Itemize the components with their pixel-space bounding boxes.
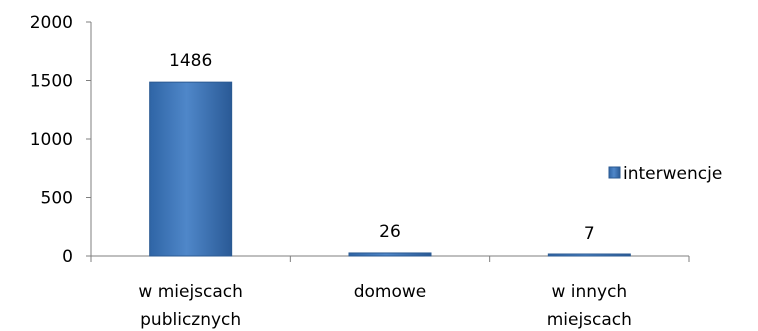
bar-0: [149, 81, 233, 257]
x-axis: [90, 255, 690, 262]
category-label-1: domowe: [354, 282, 427, 302]
data-label-0: 1486: [169, 51, 212, 71]
data-label-2: 7: [584, 224, 595, 244]
category-labels: w miejscach publicznych domowe w innych miej…: [138, 282, 632, 330]
data-label-1: 26: [379, 222, 401, 242]
legend-label-interwencje: interwencje: [623, 164, 722, 184]
bar-1: [348, 252, 432, 257]
category-label-0: w miejscach: [138, 282, 243, 302]
y-axis: 0 500 1000 1500 2000: [30, 13, 92, 267]
category-label-0: publicznych: [140, 310, 241, 330]
y-tick-label: 0: [62, 247, 73, 267]
y-tick-label: 1000: [30, 130, 73, 150]
y-tick-label: 2000: [30, 13, 73, 33]
y-tick-label: 1500: [30, 72, 73, 92]
y-tick-label: 500: [41, 189, 73, 209]
bar-2: [547, 253, 631, 257]
data-labels: 1486 26 7: [169, 51, 595, 244]
bars: [149, 81, 631, 257]
legend-swatch-interwencje: [608, 166, 621, 179]
legend: interwencje: [608, 164, 722, 184]
category-label-2: w innych: [551, 282, 627, 302]
category-label-2: miejscach: [547, 310, 632, 330]
